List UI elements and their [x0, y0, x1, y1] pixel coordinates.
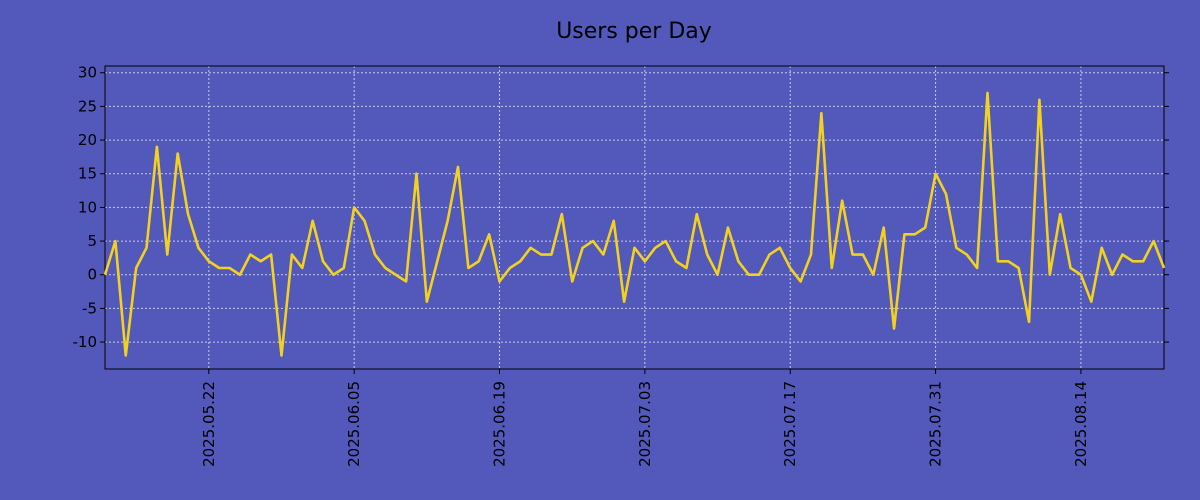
y-tick-label: 0 [87, 266, 97, 284]
x-tick-label: 2025.07.17 [781, 381, 799, 467]
y-axis: -10 -5 0 5 10 15 20 25 30 [73, 64, 1169, 351]
y-tick-label: -10 [73, 333, 98, 351]
plot-frame [104, 65, 1165, 370]
x-tick-label: 2025.06.05 [345, 381, 363, 467]
grid-lines [105, 66, 1164, 369]
x-tick-label: 2025.07.31 [927, 381, 945, 467]
y-tick-label: 20 [78, 131, 97, 149]
x-tick-label: 2025.05.22 [200, 381, 218, 467]
y-tick-label: -5 [82, 299, 97, 317]
y-tick-label: 5 [87, 232, 97, 250]
y-tick-label: 30 [78, 64, 97, 82]
x-tick-label: 2025.06.19 [491, 381, 509, 467]
y-tick-label: 25 [78, 97, 97, 115]
y-tick-label: 10 [78, 198, 97, 216]
x-tick-label: 2025.07.03 [636, 381, 654, 467]
x-axis: 2025.05.22 2025.06.05 2025.06.19 2025.07.03… [200, 369, 1090, 467]
y-tick-label: 15 [78, 165, 97, 183]
series-line [103, 91, 1166, 357]
x-tick-label: 2025.08.14 [1072, 381, 1090, 467]
chart-title: Users per Day [556, 19, 712, 44]
